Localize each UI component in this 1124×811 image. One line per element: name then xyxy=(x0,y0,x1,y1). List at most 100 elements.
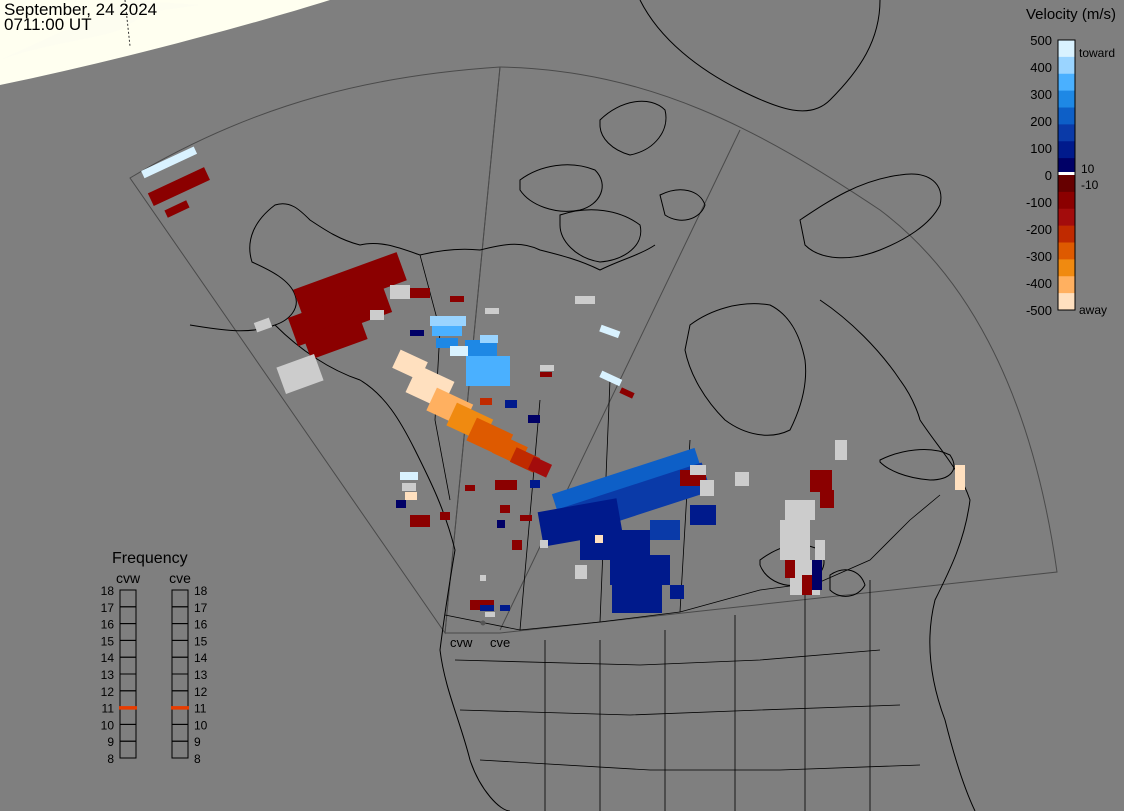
frequency-cell xyxy=(171,673,189,692)
alaska-cluster xyxy=(287,252,464,360)
east-cluster xyxy=(780,440,965,595)
colorbar-segment xyxy=(1058,90,1075,108)
colorbar-segment xyxy=(1058,175,1075,193)
colorbar-frame xyxy=(1057,39,1076,311)
frequency-cell xyxy=(171,690,189,709)
colorbar-tick-label: 0 xyxy=(1045,168,1052,183)
frequency-tick-label: 14 xyxy=(101,651,115,665)
frequency-cell xyxy=(119,740,137,759)
colorbar-segment xyxy=(1058,73,1075,92)
frequency-tick-label: 12 xyxy=(101,685,115,699)
frequency-radar-label: cvw xyxy=(116,570,141,586)
frequency-tick-label: 17 xyxy=(194,601,208,615)
baffin-island xyxy=(799,173,942,259)
colorbar-segment xyxy=(1058,208,1075,227)
frequency-tick-label: 10 xyxy=(101,718,115,732)
colorbar-segment xyxy=(1058,124,1075,142)
frequency-panels: cvw18171615141312111098cve18171615141312… xyxy=(101,570,208,766)
data-cell xyxy=(141,146,198,179)
colorbar-tick-label: 100 xyxy=(1030,141,1052,156)
arctic-islands-3 xyxy=(599,100,667,156)
atlantic-coast xyxy=(919,419,976,811)
colorbar-tick-label: -200 xyxy=(1026,222,1052,237)
daylight-region xyxy=(0,0,330,85)
west-coast-tiles xyxy=(396,472,510,617)
colorbar-segment xyxy=(1058,56,1075,75)
frequency-cell xyxy=(171,589,189,608)
colorbar-segment xyxy=(1058,158,1075,176)
state-line-4 xyxy=(544,580,871,811)
arctic-coast xyxy=(419,243,656,271)
colorbar-segment xyxy=(1058,293,1075,311)
colorbar-title: Velocity (m/s) xyxy=(1025,6,1116,23)
hudson-bay xyxy=(684,303,807,436)
frequency-tick-label: 15 xyxy=(194,634,208,648)
frequency-tick-label: 15 xyxy=(101,634,115,648)
state-line-3 xyxy=(479,759,921,771)
frequency-tick-label: 16 xyxy=(194,618,208,632)
colorbar-segment xyxy=(1058,141,1075,159)
colorbar-tick-label: 500 xyxy=(1030,33,1052,48)
velocity-colorbar: 500 400 300 200 100 0 -100 -200 -300 -400 -500 10 -1… xyxy=(1026,33,1115,318)
coastlines xyxy=(189,0,976,811)
frequency-tick-label: 11 xyxy=(194,702,207,716)
colorbar-inner-label: -10 xyxy=(1081,178,1099,192)
labrador xyxy=(819,299,921,421)
colorbar-toward-label: toward xyxy=(1079,46,1115,60)
frequency-tick-label: 17 xyxy=(101,601,115,615)
arctic-islands-4 xyxy=(659,189,706,221)
canada-us-border xyxy=(444,494,941,631)
colorbar-segment xyxy=(1058,107,1075,125)
frequency-tick-label: 9 xyxy=(194,735,201,749)
colorbar-inner-label: 10 xyxy=(1081,162,1095,176)
fov-cve xyxy=(445,66,1058,634)
frequency-cell xyxy=(119,606,137,625)
frequency-cell xyxy=(119,673,137,692)
frequency-tick-label: 11 xyxy=(102,702,115,716)
frequency-tick-label: 16 xyxy=(101,618,115,632)
pacific-coast xyxy=(274,324,511,811)
frequency-title: Frequency xyxy=(112,550,188,567)
frequency-tick-label: 10 xyxy=(194,718,208,732)
colorbar-tick-label: -100 xyxy=(1026,195,1052,210)
colorbar-tick-label: 200 xyxy=(1030,114,1052,129)
colorbar-segment xyxy=(1058,40,1075,58)
frequency-cell xyxy=(119,707,137,725)
frequency-tick-label: 18 xyxy=(101,584,115,598)
frequency-cell xyxy=(119,589,137,608)
greenland xyxy=(639,0,881,112)
radar-site-marker xyxy=(480,620,486,626)
frequency-tick-label: 8 xyxy=(194,752,201,766)
date-label: September, 24 2024 xyxy=(4,0,158,19)
north-blue-cluster xyxy=(410,308,635,423)
frequency-cell xyxy=(119,656,137,675)
colorbar-tick-label: -400 xyxy=(1026,276,1052,291)
frequency-cell xyxy=(119,723,137,742)
frequency-tick-label: 9 xyxy=(107,735,114,749)
frequency-cell xyxy=(171,707,189,725)
daylight-patch xyxy=(0,0,200,60)
colorbar-tick-label: 400 xyxy=(1030,60,1052,75)
frequency-tick-label: 13 xyxy=(101,668,115,682)
frequency-cell xyxy=(171,740,189,759)
arctic-islands-1 xyxy=(519,164,603,212)
colorbar-segment xyxy=(1058,225,1075,243)
radar-label-cvw: cvw xyxy=(450,635,473,650)
colorbar-tick-label: -300 xyxy=(1026,249,1052,264)
blue-plume xyxy=(465,447,749,613)
frequency-cell xyxy=(119,639,137,658)
colorbar-away-label: away xyxy=(1079,303,1107,317)
colorbar-segment xyxy=(1058,191,1075,210)
frequency-cell xyxy=(171,606,189,625)
orange-band xyxy=(392,349,553,478)
frequency-tick-label: 14 xyxy=(194,651,208,665)
colorbar-tick-label: 300 xyxy=(1030,87,1052,102)
frequency-tick-label: 8 xyxy=(107,752,114,766)
frequency-marker xyxy=(171,706,189,710)
colorbar-segment xyxy=(1058,259,1075,277)
data-cell xyxy=(147,167,210,207)
frequency-cell xyxy=(171,623,189,641)
colorbar-segment xyxy=(1058,276,1075,294)
